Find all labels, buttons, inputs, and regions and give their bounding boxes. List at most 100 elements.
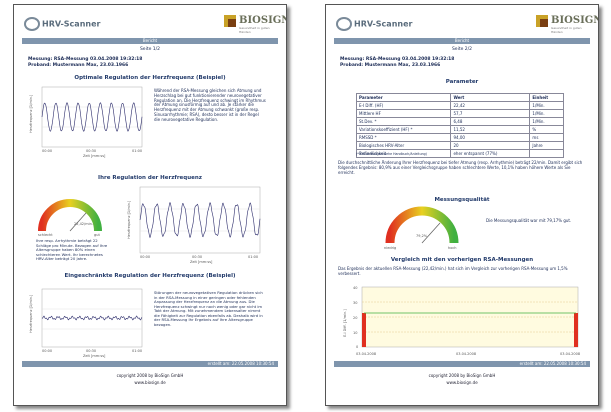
- table-cell: 1/Min.: [529, 101, 564, 110]
- chart-ylabel: Herzfrequenz [1/min.]: [29, 94, 33, 133]
- heart-rate-line: [41, 315, 143, 321]
- x-tick: 03.04.2008: [456, 352, 476, 356]
- hrv-logo-ring-icon: [336, 17, 352, 31]
- x-tick: 00:30: [86, 349, 96, 353]
- table-row: Biologisches HRV-Alter 20 Jahre: [355, 141, 564, 150]
- biosign-logo: BIOSIGN Gesundheit in guten Händen: [536, 15, 598, 34]
- y-tick: 30: [353, 301, 357, 305]
- footer-band-label: erstellt am: 22.05.2008 10:30:54: [519, 361, 586, 366]
- chart-ylabel: E-I Diff. [1/min.]: [343, 309, 347, 337]
- params-table: Parameter Wert Einheit E-I Diff. (HF) 22,…: [355, 93, 564, 158]
- biosign-logo-subtitle: Gesundheit in guten Händen: [551, 26, 582, 34]
- table-cell: Biologisches HRV-Alter: [355, 141, 452, 150]
- page-number: Seite 2/2: [451, 47, 473, 52]
- optimal-hr-chart: Herzfrequenz [1/min.] 00:00 00:30 01:00 …: [29, 86, 143, 158]
- table-cell: 57,7: [450, 109, 531, 118]
- compare-title: Vergleich mit den vorherigen RSA-Messung…: [390, 257, 534, 263]
- table-cell: E-I Diff. (HF): [355, 101, 452, 110]
- report-page-2: HRV-Scanner BIOSIGN Gesundheit in guten …: [325, 4, 599, 406]
- table-cell: 22,42: [450, 101, 531, 110]
- params-table-body: E-I Diff. (HF) 22,42 1/Min. Mittlere HF 57,7…: [355, 101, 564, 158]
- header-band: Bericht: [22, 38, 278, 44]
- biosign-logo-inner-square-icon: [540, 19, 548, 27]
- x-tick: 00:00: [140, 255, 150, 259]
- chart-ylabel: Herzfrequenz [1/min.]: [29, 294, 33, 333]
- restricted-hr-chart: Herzfrequenz [1/min.] 00:00 00:30 01:00 …: [29, 288, 143, 358]
- chart-xlabel: Zeit [mm:ss]: [83, 354, 106, 358]
- x-tick: 00:00: [42, 349, 52, 353]
- gauge-arc: [385, 206, 459, 244]
- x-tick: 00:30: [192, 255, 202, 259]
- table-row: Befindlichkeit eher entspannt (77%): [355, 149, 564, 158]
- table-cell: Jahre: [529, 141, 564, 150]
- table-header: Einheit: [529, 93, 564, 102]
- hrv-scanner-logo: HRV-Scanner: [336, 17, 412, 31]
- gauge-value: 22,42/min.: [74, 222, 93, 226]
- table-cell: Mittlere HF: [355, 109, 452, 118]
- footer-band-label: erstellt am: 22.05.2008 10:30:54: [207, 361, 274, 366]
- table-cell: Befindlichkeit: [355, 149, 452, 158]
- table-cell: eher entspannt (77%): [450, 149, 531, 158]
- compare-chart: E-I Diff. [1/min.] 40 30 20 10 0 03.04.2…: [343, 286, 580, 356]
- table-cell: ms: [529, 133, 564, 142]
- quality-value: 79,2%: [416, 234, 428, 238]
- person-line: Proband: Mustermann Max, 23.03.1966: [28, 63, 129, 68]
- params-title: Parameter: [445, 79, 479, 85]
- table-cell: 94,00: [450, 133, 531, 142]
- x-tick: 00:30: [86, 149, 96, 153]
- table-cell: 1/Min.: [529, 117, 564, 126]
- header-band-label: Bericht: [142, 38, 158, 43]
- quality-high-label: hoch: [448, 246, 457, 250]
- y-tick: 10: [353, 331, 357, 335]
- website: www.biosign.de: [446, 380, 478, 385]
- copyright: copyright 2008 by BioSign GmbH: [428, 373, 496, 378]
- x-tick: 03.04.2008: [560, 352, 580, 356]
- x-tick: 03.04.2008: [356, 352, 376, 356]
- measurement-line: Messung: RSA-Messung 03.04.2008 19:32:18: [340, 57, 455, 62]
- gauge-low-label: schlecht: [38, 233, 53, 237]
- website: www.biosign.de: [134, 380, 166, 385]
- hrv-logo-text: HRV-Scanner: [42, 19, 101, 29]
- table-cell: 6,48: [450, 117, 531, 126]
- table-header: Wert: [450, 93, 531, 102]
- quality-low-label: niedrig: [384, 246, 396, 250]
- table-cell: RMSSD *: [355, 133, 452, 142]
- table-row: St.Dev. * 6,48 1/Min.: [355, 117, 564, 126]
- chart-xlabel: Zeit [mm:ss]: [83, 154, 106, 158]
- section-restricted-text: Störungen der neurovegetativen Regulatio…: [154, 290, 263, 327]
- biosign-logo-subtitle: Gesundheit in guten Händen: [239, 26, 270, 34]
- table-cell: [529, 149, 564, 158]
- person-line: Proband: Mustermann Max, 23.03.1966: [340, 63, 441, 68]
- biosign-logo-text: BIOSIGN: [239, 15, 287, 26]
- summary-text: Die durchschnittliche Änderung Ihrer Her…: [338, 160, 583, 175]
- page-number: Seite 1/2: [139, 47, 161, 52]
- hrv-logo-ring-icon: [24, 17, 40, 31]
- params-note: (* Erläuterungen siehe Handbuch/Anleitun…: [356, 152, 427, 156]
- biosign-logo: BIOSIGN Gesundheit in guten Händen: [224, 15, 286, 34]
- gauge-arc: [38, 199, 102, 232]
- biosign-logo-inner-square-icon: [228, 19, 236, 27]
- quality-title: Messungsqualität: [434, 197, 490, 203]
- x-tick: 01:00: [132, 149, 142, 153]
- y-tick: 20: [353, 316, 357, 320]
- x-tick: 01:00: [248, 255, 258, 259]
- header-band-label: Bericht: [454, 38, 470, 43]
- your-hr-chart: Herzfrequenz [1/min.] 00:00 00:30 01:00 …: [127, 186, 261, 264]
- measurement-line: Messung: RSA-Messung 03.04.2008 19:32:18: [28, 57, 143, 62]
- gauge-needle: [421, 222, 441, 244]
- current-bar: [574, 313, 578, 347]
- table-cell: St.Dev. *: [355, 117, 452, 126]
- section-yours-text: Ihre resp. Arrhythmie beträgt 22 Schläge…: [36, 238, 108, 262]
- compare-text: Das Ergebnis der aktuellen RSA-Messung (…: [338, 266, 568, 276]
- section-yours-title: Ihre Regulation der Herzfrequenz: [98, 175, 202, 181]
- table-cell: %: [529, 125, 564, 134]
- table-cell: Variationskoeffizient (HF) *: [355, 125, 452, 134]
- y-tick: 0: [356, 345, 358, 349]
- copyright: copyright 2008 by BioSign GmbH: [116, 373, 184, 378]
- section-optimal-text: Während der RSA-Messung gleichen sich At…: [154, 88, 266, 122]
- table-cell: 20: [450, 141, 531, 150]
- hrv-logo-text: HRV-Scanner: [354, 19, 413, 29]
- table-row: Variationskoeffizient (HF) * 11,52%: [355, 125, 564, 134]
- chart-ylabel: Herzfrequenz [1/min.]: [127, 200, 131, 239]
- y-tick: 40: [353, 286, 357, 290]
